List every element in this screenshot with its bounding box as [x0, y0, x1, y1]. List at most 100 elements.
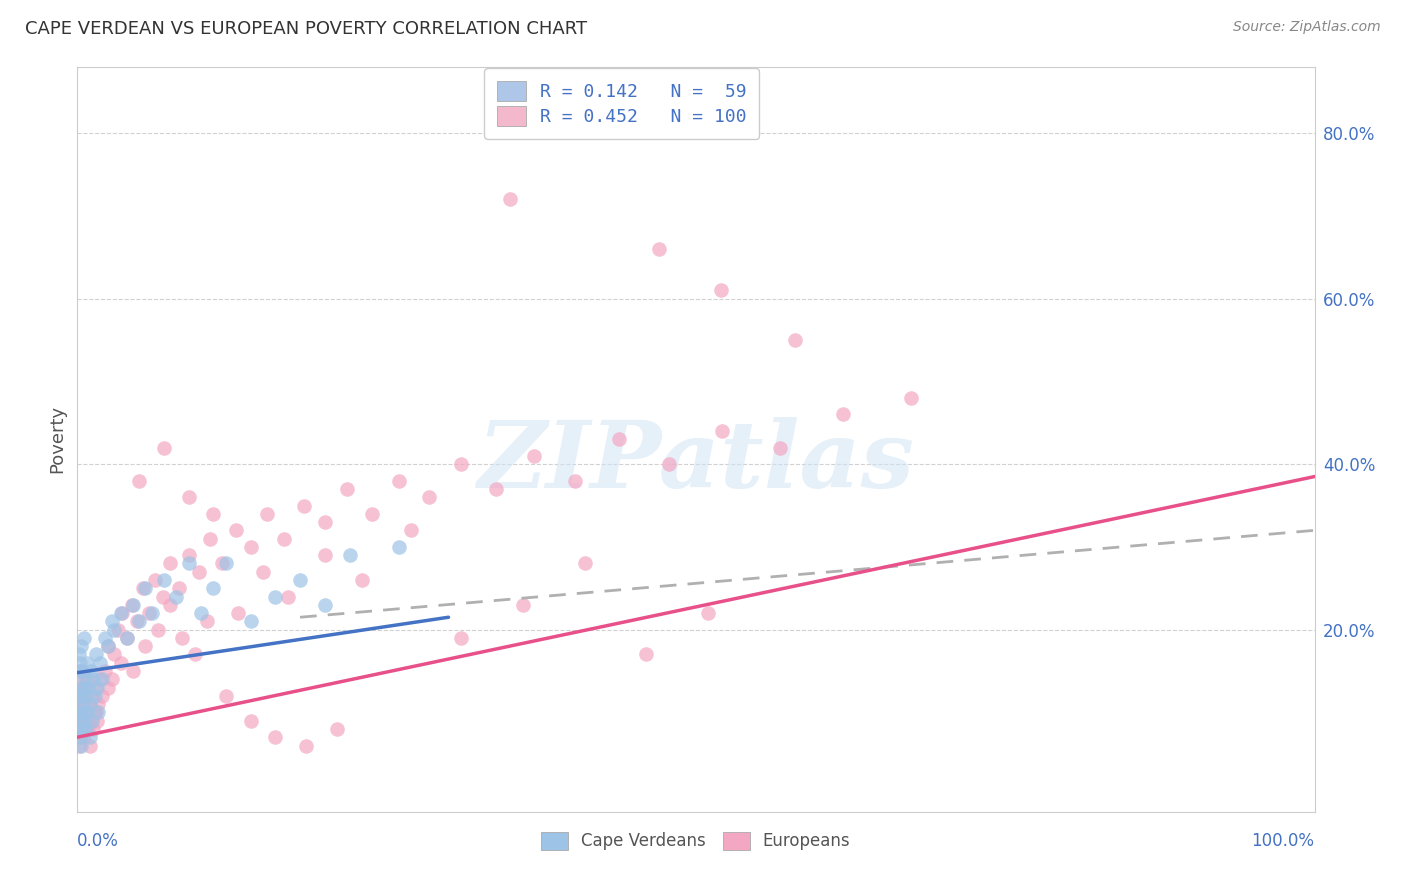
Point — [89, 656, 111, 670]
Point — [70, 739, 93, 753]
Text: ZIPatlas: ZIPatlas — [478, 417, 914, 507]
Point — [658, 457, 681, 471]
Point — [76, 706, 98, 720]
Point — [67, 714, 90, 728]
Point — [82, 689, 104, 703]
Point — [103, 623, 125, 637]
Point — [292, 499, 315, 513]
Point — [187, 565, 209, 579]
Point — [697, 606, 720, 620]
Point — [91, 689, 114, 703]
Point — [67, 722, 90, 736]
Point — [73, 706, 96, 720]
Point — [91, 673, 114, 687]
Point — [97, 639, 120, 653]
Point — [84, 681, 107, 695]
Text: CAPE VERDEAN VS EUROPEAN POVERTY CORRELATION CHART: CAPE VERDEAN VS EUROPEAN POVERTY CORRELA… — [25, 20, 588, 37]
Point — [110, 656, 132, 670]
Point — [82, 714, 104, 728]
Point — [177, 557, 200, 571]
Point — [79, 739, 101, 753]
Point — [159, 557, 181, 571]
Point — [70, 714, 93, 728]
Point — [512, 598, 534, 612]
Point — [484, 482, 506, 496]
Point — [70, 722, 93, 736]
Point — [75, 689, 97, 703]
Point — [76, 656, 98, 670]
Point — [70, 697, 93, 711]
Point — [67, 706, 90, 720]
Point — [77, 722, 100, 736]
Point — [225, 524, 247, 538]
Point — [264, 730, 287, 744]
Point — [101, 615, 124, 629]
Point — [83, 706, 105, 720]
Point — [273, 532, 295, 546]
Point — [143, 573, 166, 587]
Point — [159, 598, 181, 612]
Point — [72, 714, 94, 728]
Point — [138, 606, 160, 620]
Point — [67, 689, 90, 703]
Point — [401, 524, 423, 538]
Point — [72, 681, 94, 695]
Point — [172, 631, 194, 645]
Point — [70, 664, 93, 678]
Point — [82, 722, 104, 736]
Point — [101, 673, 124, 687]
Point — [84, 706, 107, 720]
Point — [564, 474, 586, 488]
Point — [277, 590, 299, 604]
Point — [153, 441, 176, 455]
Point — [418, 490, 440, 504]
Point — [69, 681, 91, 695]
Point — [72, 714, 94, 728]
Point — [75, 714, 97, 728]
Point — [72, 631, 94, 645]
Point — [226, 606, 249, 620]
Point — [73, 673, 96, 687]
Point — [73, 722, 96, 736]
Point — [79, 697, 101, 711]
Point — [93, 631, 115, 645]
Point — [146, 623, 169, 637]
Point — [167, 582, 190, 596]
Point — [86, 714, 108, 728]
Point — [215, 557, 238, 571]
Point — [83, 689, 105, 703]
Point — [574, 557, 596, 571]
Point — [69, 730, 91, 744]
Point — [75, 681, 97, 695]
Point — [72, 681, 94, 695]
Point — [69, 706, 91, 720]
Point — [80, 714, 103, 728]
Point — [67, 689, 90, 703]
Point — [141, 606, 163, 620]
Text: 0.0%: 0.0% — [77, 832, 120, 850]
Point — [111, 606, 134, 620]
Point — [128, 615, 150, 629]
Point — [769, 441, 792, 455]
Point — [190, 606, 212, 620]
Point — [97, 639, 120, 653]
Point — [76, 673, 98, 687]
Point — [134, 639, 156, 653]
Point — [69, 656, 91, 670]
Point — [388, 474, 411, 488]
Point — [67, 739, 90, 753]
Point — [184, 648, 207, 662]
Point — [350, 573, 373, 587]
Point — [314, 598, 336, 612]
Point — [195, 615, 218, 629]
Point — [211, 557, 233, 571]
Point — [115, 631, 138, 645]
Point — [122, 598, 145, 612]
Point — [710, 284, 733, 298]
Point — [87, 697, 110, 711]
Point — [198, 532, 221, 546]
Point — [121, 598, 143, 612]
Point — [77, 681, 100, 695]
Point — [72, 730, 94, 744]
Point — [134, 582, 156, 596]
